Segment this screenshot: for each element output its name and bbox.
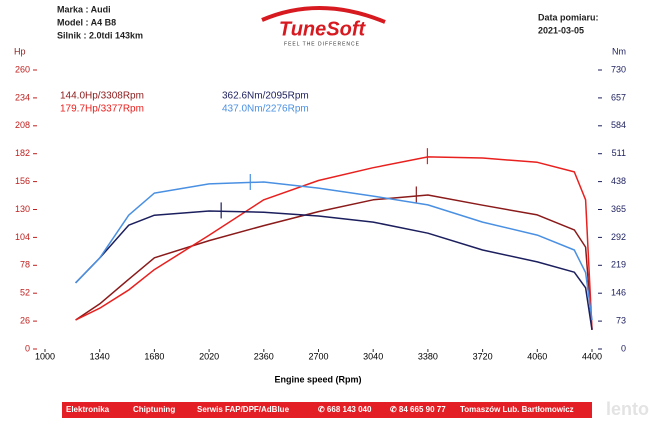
brand: Marka : Audi bbox=[57, 4, 111, 14]
footer-item: Chiptuning bbox=[133, 405, 175, 414]
y-tick-label: 26 bbox=[20, 315, 30, 325]
x-tick-label: 1340 bbox=[90, 351, 110, 361]
x-tick-label: 1680 bbox=[144, 351, 164, 361]
legend-entry: 144.0Hp/3308Rpm bbox=[60, 91, 144, 102]
footer-item: Elektronika bbox=[66, 405, 110, 414]
y-tick-label: 182 bbox=[15, 148, 30, 158]
date: 2021-03-05 bbox=[538, 25, 584, 35]
x-tick-label: 4400 bbox=[582, 351, 602, 361]
y-tick-label: 104 bbox=[15, 232, 30, 242]
logo-swoosh bbox=[261, 6, 386, 24]
y-tick-label: 0 bbox=[25, 343, 30, 353]
x-tick-label: 3040 bbox=[363, 351, 383, 361]
series-line bbox=[75, 194, 593, 330]
tagline: FEEL THE DIFFERENCE bbox=[284, 41, 360, 47]
model: Model : A4 B8 bbox=[57, 17, 116, 27]
date-label: Data pomiaru: bbox=[538, 12, 599, 22]
y-tick-label: 260 bbox=[15, 64, 30, 74]
series-line bbox=[75, 156, 593, 330]
y2-tick-label: 657 bbox=[611, 92, 626, 102]
y2-tick-label: 0 bbox=[621, 343, 626, 353]
series-line bbox=[75, 210, 593, 331]
y2-tick-label: 146 bbox=[611, 288, 626, 298]
x-tick-label: 2700 bbox=[308, 351, 328, 361]
x-tick-label: 2360 bbox=[254, 351, 274, 361]
footer-item: Serwis FAP/DPF/AdBlue bbox=[197, 405, 290, 414]
y2-tick-label: 584 bbox=[611, 120, 626, 130]
y2-tick-label: 73 bbox=[616, 315, 626, 325]
x-axis-label: Engine speed (Rpm) bbox=[274, 374, 361, 384]
footer-band bbox=[62, 402, 592, 418]
y-tick-label: 208 bbox=[15, 120, 30, 130]
legend-entry: 362.6Nm/2095Rpm bbox=[222, 91, 309, 102]
x-tick-label: 3380 bbox=[418, 351, 438, 361]
y2-tick-label: 292 bbox=[611, 232, 626, 242]
y-tick-label: 78 bbox=[20, 260, 30, 270]
x-tick-label: 2020 bbox=[199, 351, 219, 361]
y2-tick-label: 511 bbox=[612, 148, 626, 158]
y2-axis-label: Nm bbox=[612, 46, 626, 56]
watermark: lento.pl bbox=[606, 399, 650, 419]
y-tick-label: 234 bbox=[15, 92, 30, 102]
y-tick-label: 156 bbox=[15, 176, 30, 186]
x-tick-label: 4060 bbox=[527, 351, 547, 361]
y-axis-label: Hp bbox=[14, 46, 26, 56]
x-tick-label: 3720 bbox=[473, 351, 493, 361]
footer-item: ✆ 84 665 90 77 bbox=[390, 405, 446, 414]
x-tick-label: 1000 bbox=[35, 351, 55, 361]
legend-entry: 437.0Nm/2276Rpm bbox=[222, 104, 309, 115]
y-tick-label: 52 bbox=[20, 288, 30, 298]
y2-tick-label: 438 bbox=[611, 176, 626, 186]
footer-item: Tomaszów Lub. Bartłomowicz bbox=[460, 405, 574, 414]
logo: TuneSoft bbox=[279, 18, 367, 40]
y2-tick-label: 365 bbox=[611, 204, 626, 214]
y2-tick-label: 730 bbox=[611, 64, 626, 74]
y2-tick-label: 219 bbox=[611, 260, 626, 270]
legend-entry: 179.7Hp/3377Rpm bbox=[60, 104, 144, 115]
series-line bbox=[75, 181, 593, 321]
y-tick-label: 130 bbox=[15, 204, 30, 214]
footer-item: ✆ 668 143 040 bbox=[318, 405, 372, 414]
engine: Silnik : 2.0tdi 143km bbox=[57, 30, 143, 40]
